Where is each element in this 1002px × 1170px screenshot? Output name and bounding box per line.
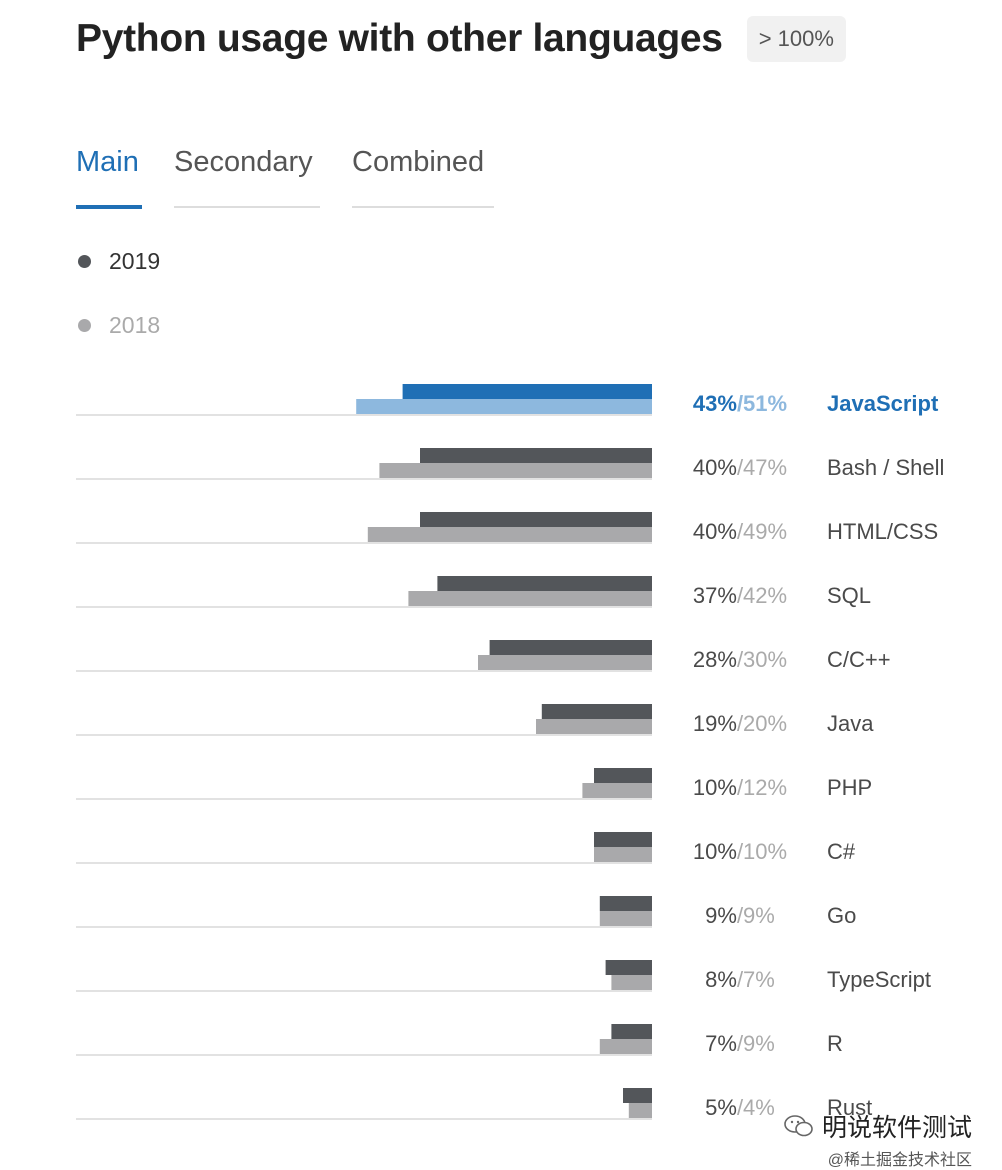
category-label-javascript: JavaScript — [827, 391, 939, 416]
value-label-html-css: 40%/49% — [693, 519, 787, 544]
value-label-java: 19%/20% — [693, 711, 787, 736]
legend-label-2018: 2018 — [109, 312, 161, 338]
category-label-rust: Rust — [827, 1095, 872, 1120]
bar-2018-r — [599, 1039, 652, 1054]
bar-2018-sql — [408, 591, 652, 606]
value-2019-bash-shell: 40% — [693, 455, 737, 480]
category-label-c-c: C/C++ — [827, 647, 891, 672]
bar-2019-html-css — [420, 512, 652, 527]
tab-secondary-label: Secondary — [174, 146, 313, 178]
value-2018-php: /12% — [737, 775, 787, 800]
watermark-main-text: 明说软件测试 — [821, 1114, 972, 1142]
value-2018-java: /20% — [737, 711, 787, 736]
page-header: Python usage with other languages > 100% — [76, 14, 846, 64]
legend-dot-2019 — [78, 255, 91, 268]
tab-combined-underline — [352, 206, 494, 208]
category-label-bash-shell: Bash / Shell — [827, 455, 944, 480]
value-2018-go: /9% — [737, 903, 775, 928]
wechat-icon — [784, 1115, 813, 1137]
value-2018-c-c: /30% — [737, 647, 787, 672]
bar-2018-rust — [628, 1103, 652, 1118]
bar-2018-go — [599, 911, 652, 926]
category-label-typescript: TypeScript — [827, 967, 931, 992]
bar-2018-c-c — [478, 655, 652, 670]
value-2019-typescript: 8% — [705, 967, 737, 992]
value-2018-r: /9% — [737, 1031, 775, 1056]
tab-combined-label: Combined — [352, 146, 485, 178]
bar-2019-rust — [623, 1088, 652, 1103]
bar-2019-java — [541, 704, 652, 719]
bar-2019-c-c — [489, 640, 652, 655]
page-title: Python usage with other languages — [76, 17, 723, 60]
value-label-sql: 37%/42% — [693, 583, 787, 608]
value-label-c: 10%/10% — [693, 839, 787, 864]
legend-dot-2018 — [78, 319, 91, 332]
legend-label-2019: 2019 — [109, 248, 161, 274]
value-label-typescript: 8%/7% — [705, 967, 775, 992]
bar-2018-java — [536, 719, 652, 734]
category-label-r: R — [827, 1031, 843, 1056]
value-2018-typescript: /7% — [737, 967, 775, 992]
value-2019-r: 7% — [705, 1031, 737, 1056]
tab-main-label: Main — [76, 146, 139, 178]
value-2019-java: 19% — [693, 711, 737, 736]
bar-2019-c — [594, 832, 652, 847]
category-label-html-css: HTML/CSS — [827, 519, 938, 544]
tab-combined[interactable]: Combined — [352, 140, 494, 208]
value-2018-bash-shell: /47% — [737, 455, 787, 480]
value-2019-javascript: 43% — [693, 391, 737, 416]
category-label-php: PHP — [827, 775, 872, 800]
tab-secondary-underline — [174, 206, 320, 208]
bar-2019-typescript — [605, 960, 652, 975]
legend-item-2019[interactable]: 2019 — [78, 248, 160, 275]
bar-2018-c — [594, 847, 652, 862]
watermark-sub-text: @稀土掘金技术社区 — [827, 1152, 972, 1169]
bar-2019-sql — [437, 576, 652, 591]
bar-2018-javascript — [356, 399, 652, 414]
value-2019-rust: 5% — [705, 1095, 737, 1120]
value-label-rust: 5%/4% — [705, 1095, 775, 1120]
bar-2018-bash-shell — [379, 463, 652, 478]
bar-2019-go — [599, 896, 652, 911]
category-label-java: Java — [827, 711, 874, 736]
value-2018-c: /10% — [737, 839, 787, 864]
bar-2019-php — [594, 768, 652, 783]
value-label-php: 10%/12% — [693, 775, 787, 800]
category-label-go: Go — [827, 903, 856, 928]
value-label-go: 9%/9% — [705, 903, 775, 928]
watermark: 明说软件测试 @稀土掘金技术社区 — [784, 1108, 972, 1170]
value-label-bash-shell: 40%/47% — [693, 455, 787, 480]
value-2018-javascript: /51% — [737, 391, 787, 416]
value-label-c-c: 28%/30% — [693, 647, 787, 672]
value-2018-sql: /42% — [737, 583, 787, 608]
bar-2019-javascript — [402, 384, 652, 399]
value-2019-html-css: 40% — [693, 519, 737, 544]
tab-secondary[interactable]: Secondary — [174, 140, 320, 208]
category-label-sql: SQL — [827, 583, 871, 608]
bar-2018-html-css — [367, 527, 652, 542]
tab-main[interactable]: Main — [76, 140, 142, 209]
bar-2019-r — [611, 1024, 652, 1039]
value-2019-sql: 37% — [693, 583, 737, 608]
bar-2019-bash-shell — [420, 448, 652, 463]
bar-2018-typescript — [611, 975, 652, 990]
bar-2018-php — [582, 783, 652, 798]
percentage-badge: > 100% — [746, 16, 846, 62]
tab-main-underline — [76, 205, 142, 209]
legend-item-2018[interactable]: 2018 — [78, 312, 160, 339]
value-2019-c-c: 28% — [693, 647, 737, 672]
value-2018-rust: /4% — [737, 1095, 775, 1120]
value-2019-php: 10% — [693, 775, 737, 800]
category-label-c: C# — [827, 839, 856, 864]
value-label-javascript: 43%/51% — [693, 391, 787, 416]
value-2018-html-css: /49% — [737, 519, 787, 544]
value-label-r: 7%/9% — [705, 1031, 775, 1056]
value-2019-go: 9% — [705, 903, 737, 928]
value-2019-c: 10% — [693, 839, 737, 864]
